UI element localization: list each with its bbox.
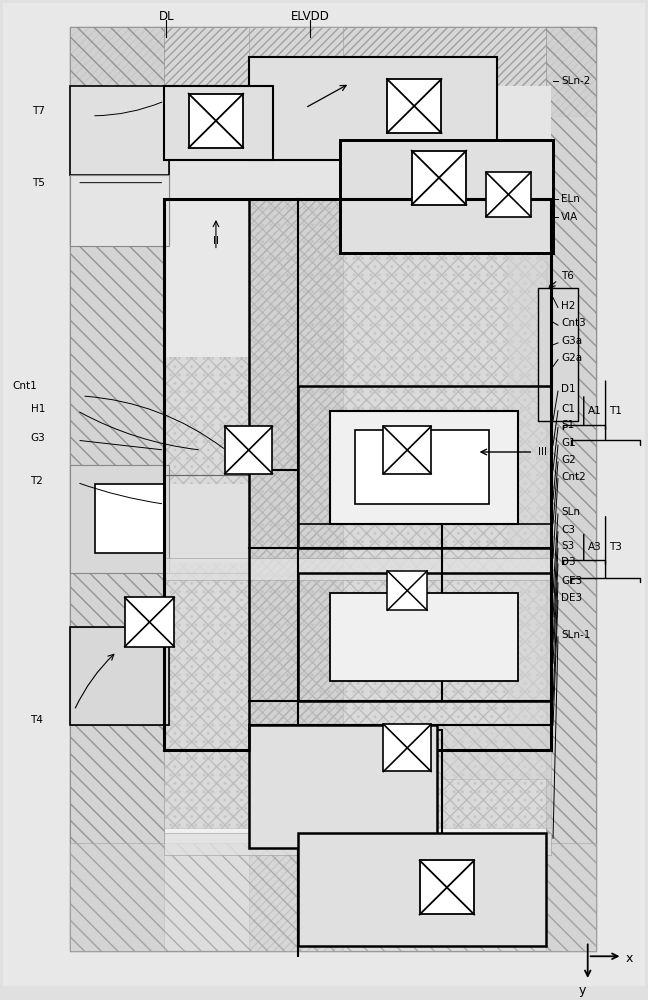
Bar bbox=[70, 627, 169, 725]
Bar bbox=[70, 465, 169, 573]
Text: y: y bbox=[579, 984, 586, 997]
Text: D3: D3 bbox=[561, 557, 575, 567]
Bar bbox=[70, 27, 596, 116]
Bar bbox=[165, 194, 551, 828]
Bar bbox=[411, 151, 467, 205]
Text: D1: D1 bbox=[561, 384, 575, 394]
Text: T6: T6 bbox=[561, 271, 574, 281]
Bar bbox=[165, 86, 551, 199]
Text: A3: A3 bbox=[588, 542, 601, 552]
Bar bbox=[509, 199, 553, 750]
Bar bbox=[546, 27, 596, 951]
Bar bbox=[249, 27, 343, 951]
Text: H1: H1 bbox=[30, 404, 45, 414]
Bar bbox=[298, 833, 546, 946]
Bar bbox=[388, 571, 427, 610]
Text: G2: G2 bbox=[561, 455, 575, 465]
Text: S3: S3 bbox=[561, 541, 574, 551]
Text: G3: G3 bbox=[30, 433, 45, 443]
Text: ELVDD: ELVDD bbox=[291, 10, 330, 23]
Bar bbox=[298, 730, 442, 946]
Text: DL: DL bbox=[159, 10, 174, 23]
Bar bbox=[509, 199, 553, 750]
Bar bbox=[189, 94, 243, 148]
Bar bbox=[298, 725, 551, 779]
Bar bbox=[384, 426, 431, 474]
Bar bbox=[387, 79, 441, 133]
Bar bbox=[340, 140, 553, 253]
Text: G1: G1 bbox=[561, 438, 575, 448]
Bar bbox=[70, 86, 169, 175]
Text: H2: H2 bbox=[561, 301, 575, 311]
Bar bbox=[225, 426, 272, 474]
Bar bbox=[330, 411, 518, 524]
Text: SLn: SLn bbox=[561, 507, 580, 517]
Bar bbox=[165, 475, 249, 573]
Bar bbox=[546, 293, 571, 411]
Text: C1: C1 bbox=[561, 404, 575, 414]
Text: Cnt1: Cnt1 bbox=[13, 381, 38, 391]
Bar bbox=[165, 199, 551, 750]
Text: DE3: DE3 bbox=[561, 593, 582, 603]
Text: C3: C3 bbox=[561, 525, 575, 535]
Bar bbox=[165, 558, 551, 580]
Bar bbox=[249, 57, 496, 160]
Bar bbox=[340, 140, 553, 253]
Text: A1: A1 bbox=[588, 406, 601, 416]
Text: G2a: G2a bbox=[561, 353, 582, 363]
Text: ELn: ELn bbox=[561, 194, 580, 204]
Bar bbox=[420, 860, 474, 914]
Bar bbox=[165, 484, 249, 563]
Bar bbox=[165, 833, 551, 855]
Bar bbox=[298, 386, 551, 548]
Text: T3: T3 bbox=[610, 542, 623, 552]
Text: T1: T1 bbox=[610, 406, 623, 416]
Bar bbox=[165, 194, 551, 828]
Bar bbox=[165, 86, 273, 160]
Text: G3a: G3a bbox=[561, 336, 582, 346]
Bar bbox=[384, 724, 431, 771]
Bar bbox=[249, 725, 437, 848]
Bar bbox=[486, 172, 531, 217]
Bar bbox=[165, 199, 249, 357]
Text: III: III bbox=[538, 447, 547, 457]
Bar bbox=[538, 288, 578, 421]
Bar bbox=[298, 573, 551, 701]
Bar bbox=[70, 627, 169, 725]
Bar bbox=[70, 27, 165, 951]
Text: Cnt2: Cnt2 bbox=[561, 472, 586, 482]
Bar bbox=[70, 27, 596, 951]
Bar bbox=[95, 484, 165, 553]
Bar bbox=[70, 86, 169, 244]
Text: S1: S1 bbox=[561, 420, 574, 430]
Text: SLn-1: SLn-1 bbox=[561, 630, 590, 640]
Bar bbox=[330, 593, 518, 681]
Text: x: x bbox=[625, 952, 632, 965]
Bar bbox=[124, 597, 174, 647]
Text: SLn-2: SLn-2 bbox=[561, 76, 590, 86]
Text: T5: T5 bbox=[32, 178, 45, 188]
Text: T7: T7 bbox=[32, 106, 45, 116]
Bar bbox=[354, 430, 489, 504]
Bar bbox=[70, 175, 169, 246]
Text: II: II bbox=[213, 236, 219, 246]
Text: VIA: VIA bbox=[561, 212, 578, 222]
Bar bbox=[70, 843, 596, 951]
Bar bbox=[340, 140, 553, 253]
Text: T2: T2 bbox=[30, 476, 43, 486]
Text: T4: T4 bbox=[30, 715, 43, 725]
Text: Cnt3: Cnt3 bbox=[561, 318, 586, 328]
Text: GE3: GE3 bbox=[561, 576, 582, 586]
